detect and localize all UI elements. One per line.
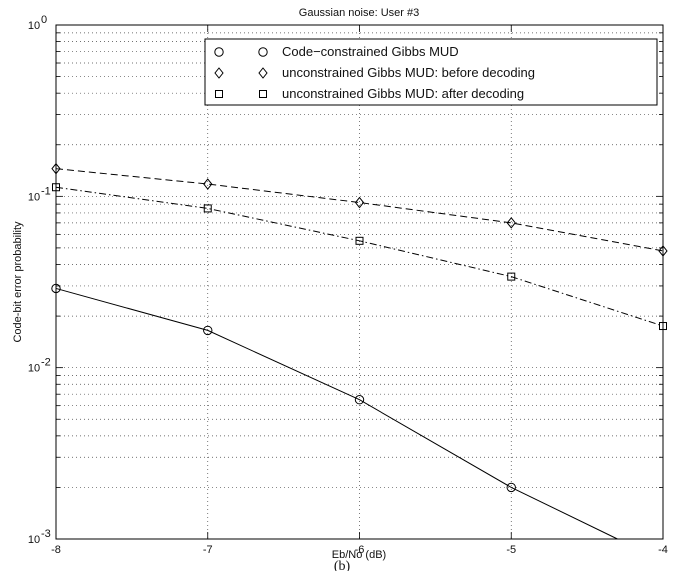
x-tick-label: -6 <box>355 544 365 556</box>
x-tick-label: -7 <box>203 544 213 556</box>
series-3-point <box>507 272 516 281</box>
y-tick-label: 10 <box>28 363 40 375</box>
chart-title: Gaussian noise: User #3 <box>299 7 419 19</box>
y-tick-exponent: 0 <box>41 14 47 26</box>
series-line-3 <box>55 186 664 327</box>
legend-marker-3 <box>215 90 223 98</box>
x-axis-label: Eb/No (dB) <box>332 549 386 561</box>
series-line-1 <box>55 287 618 540</box>
series-line-2 <box>55 168 664 252</box>
y-tick-label: 10 <box>28 20 40 32</box>
legend-label-3: unconstrained Gibbs MUD: after decoding <box>282 86 524 101</box>
legend-label-1: Code−constrained Gibbs MUD <box>282 44 459 59</box>
legend-label-2: unconstrained Gibbs MUD: before decoding <box>282 65 535 80</box>
legend-box <box>204 38 658 106</box>
y-tick-label: 10 <box>28 191 40 203</box>
y-tick-label: 10 <box>28 534 40 546</box>
series-layer <box>51 162 668 540</box>
series-1-point <box>506 482 516 493</box>
legend-marker-3 <box>259 90 267 98</box>
y-axis-label: Code-bit error probability <box>12 221 24 343</box>
y-tick-exponent: -1 <box>41 185 51 197</box>
legend-marker-1 <box>214 47 224 57</box>
legend: Code−constrained Gibbs MUD unconstrained … <box>204 38 658 106</box>
grid-layer <box>56 25 663 539</box>
y-tick-exponent: -3 <box>41 528 51 540</box>
legend-marker-1 <box>258 47 268 57</box>
series-2-point <box>354 196 365 209</box>
figure-caption: (b) <box>334 559 351 571</box>
series-1-point <box>203 325 213 336</box>
x-tick-label: -8 <box>51 544 61 556</box>
series-3-point <box>203 204 212 213</box>
x-tick-label: -5 <box>506 544 516 556</box>
series-1-point <box>354 395 365 405</box>
series-3-point <box>355 236 364 245</box>
series-2-point <box>203 178 213 190</box>
legend-marker-2 <box>214 67 224 79</box>
legend-marker-2 <box>258 67 268 79</box>
series-2-point <box>506 217 516 229</box>
y-tick-exponent: -2 <box>41 357 51 369</box>
x-tick-label: -4 <box>658 544 668 556</box>
